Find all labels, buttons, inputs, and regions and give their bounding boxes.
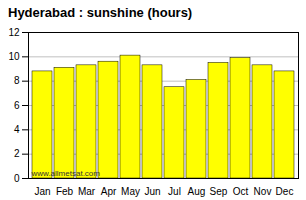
svg-text:Oct: Oct xyxy=(233,186,249,197)
svg-text:Nov: Nov xyxy=(254,186,272,197)
svg-text:6: 6 xyxy=(14,100,20,111)
svg-text:Dec: Dec xyxy=(276,186,294,197)
svg-text:Jan: Jan xyxy=(34,186,50,197)
svg-text:8: 8 xyxy=(14,75,20,86)
svg-text:Sep: Sep xyxy=(210,186,228,197)
svg-text:Feb: Feb xyxy=(56,186,74,197)
svg-text:Aug: Aug xyxy=(188,186,206,197)
svg-text:Jun: Jun xyxy=(144,186,160,197)
svg-text:2: 2 xyxy=(14,148,20,159)
svg-text:Mar: Mar xyxy=(78,186,96,197)
svg-text:Apr: Apr xyxy=(101,186,117,197)
svg-text:www.allmetsat.com: www.allmetsat.com xyxy=(31,169,101,178)
svg-text:4: 4 xyxy=(14,124,20,135)
svg-text:10: 10 xyxy=(8,51,20,62)
svg-text:0: 0 xyxy=(14,173,20,184)
svg-text:12: 12 xyxy=(8,27,20,38)
html-text:Hyderabad : sunshine (hours): Hyderabad : sunshine (hours) xyxy=(8,5,193,20)
svg-text:May: May xyxy=(121,186,140,197)
svg-text:Jul: Jul xyxy=(168,186,181,197)
